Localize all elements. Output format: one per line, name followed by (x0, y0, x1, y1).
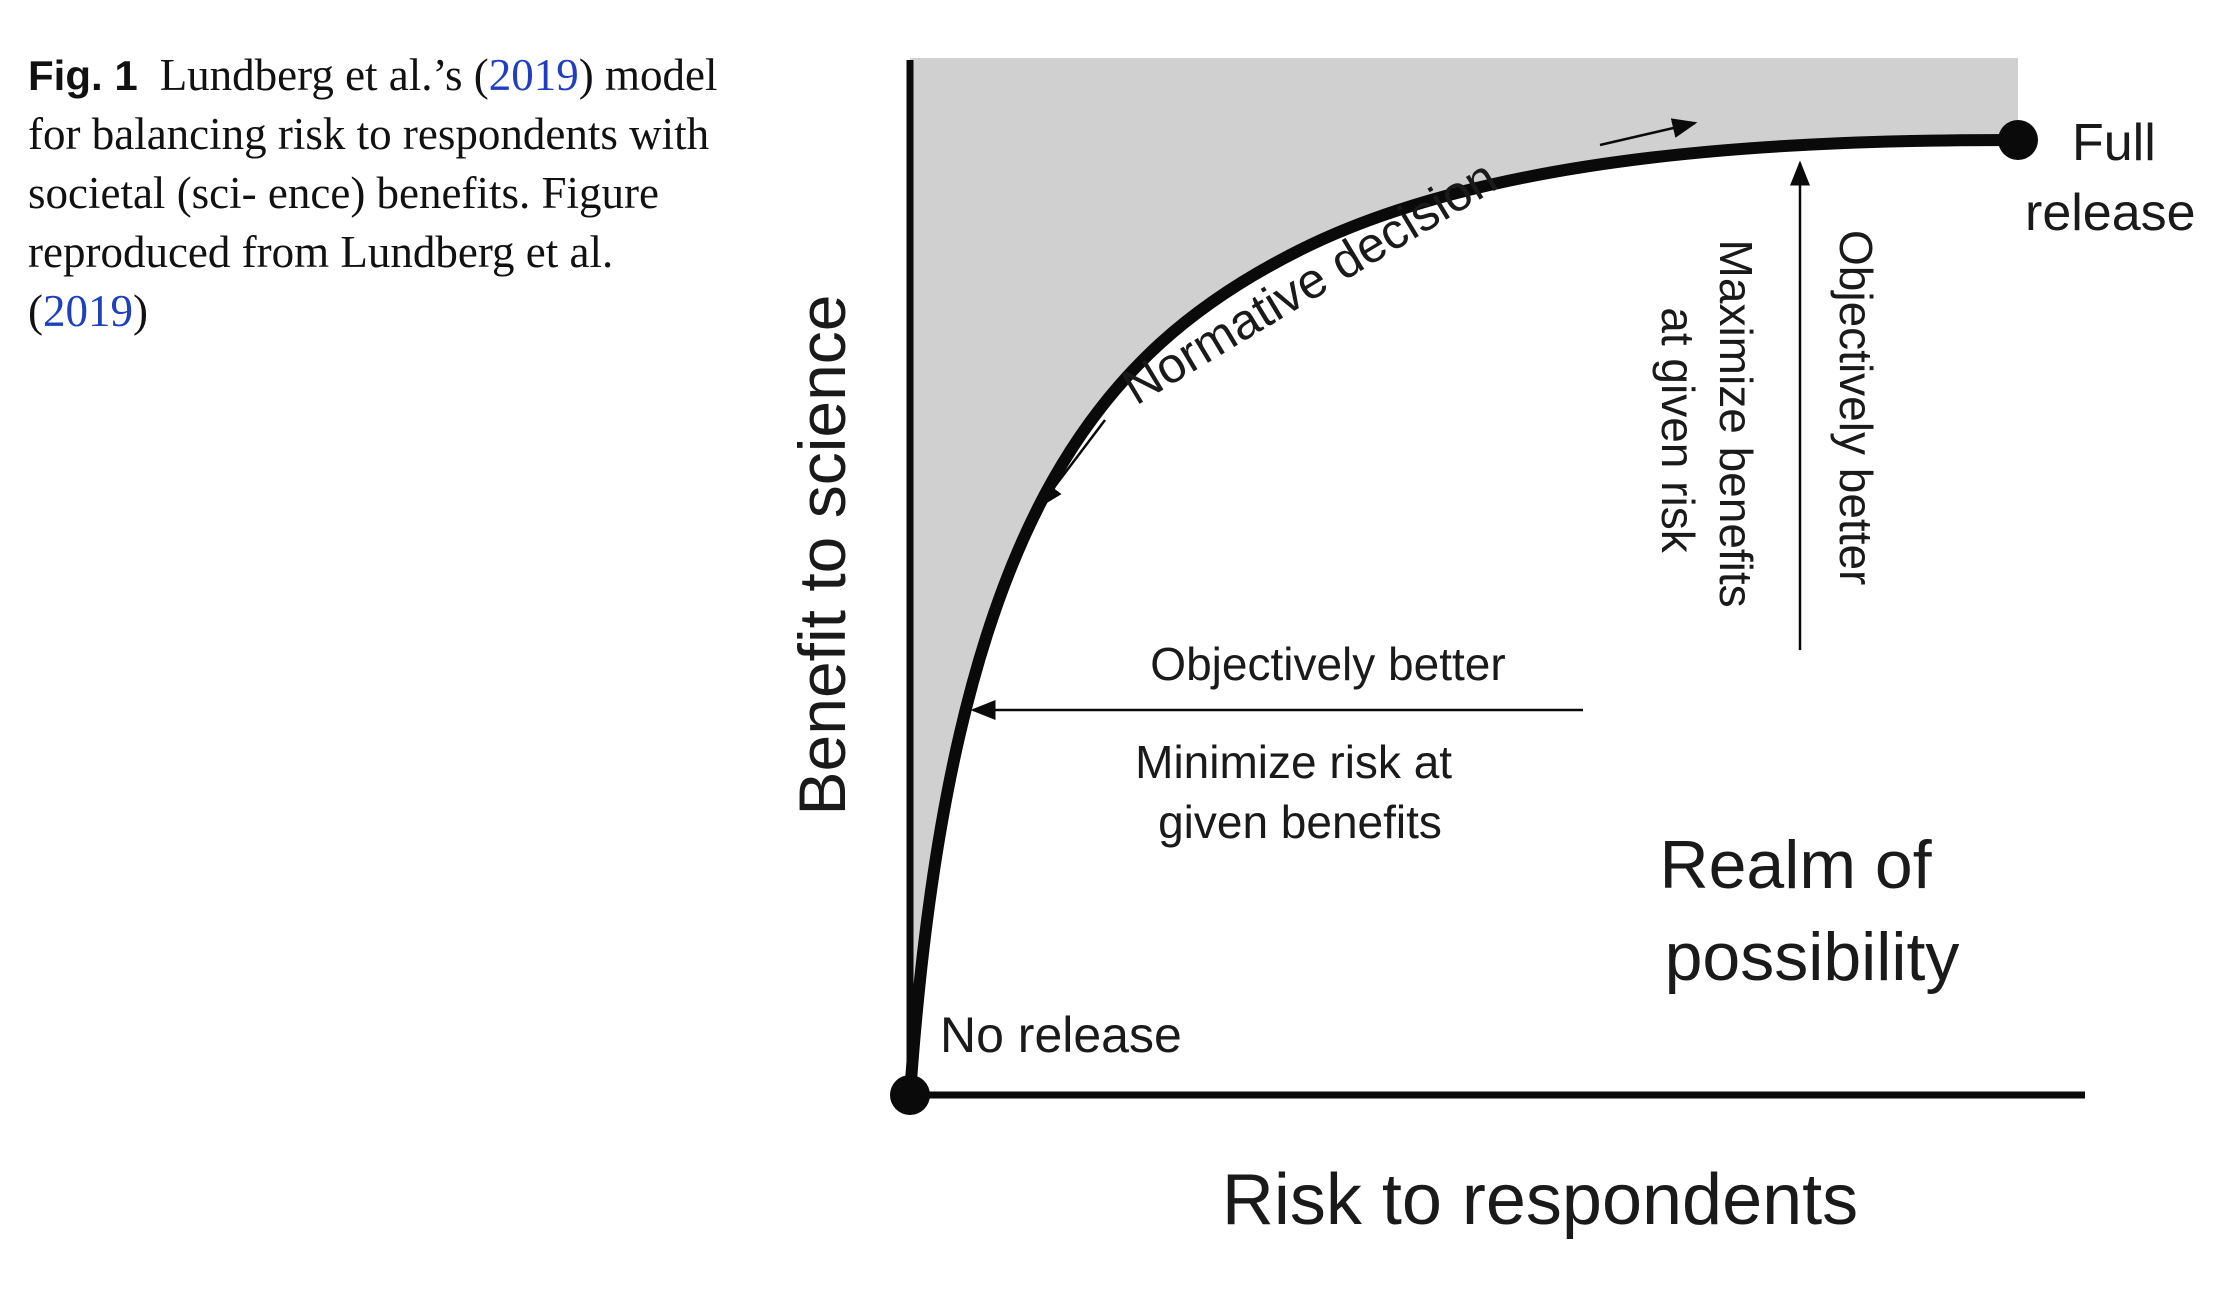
frontier-curve (904, 134, 2024, 1101)
caption-text-end: ) (133, 286, 148, 336)
citation-link-year[interactable]: 2019 (488, 50, 579, 100)
vertical-arrow-left-text: Maximize benefits at given risk (1652, 240, 1762, 621)
figure-caption: Fig. 1 Lundberg et al.’s (2019) model for… (28, 46, 718, 341)
figure-number: Fig. 1 (28, 52, 138, 99)
citation-link-year-end[interactable]: 2019 (43, 286, 133, 336)
arrow-toward-no-release (1038, 419, 1106, 508)
no-release-point (890, 1075, 930, 1115)
no-release-label: No release (940, 1007, 1182, 1063)
horizontal-arrow-bottom-text: Minimize risk at given benefits (1135, 736, 1465, 848)
arrow-toward-full-release (1599, 118, 1698, 147)
x-axis-label: Risk to respondents (1222, 1160, 1858, 1240)
region-label: Realm of possibility (1659, 827, 1959, 995)
caption-text-start: Lundberg et al.’s ( (159, 50, 489, 100)
full-release-point (1998, 120, 2038, 160)
full-release-label: Full release (2025, 114, 2196, 242)
vertical-arrow-right-text: Objectively better (1830, 230, 1882, 585)
caption-text-body: model for balancing risk to respondents … (28, 50, 718, 336)
y-axis-label: Benefit to science (785, 295, 859, 816)
caption-text-paren: ) (578, 50, 594, 100)
horizontal-arrow-top-text: Objectively better (1150, 638, 1505, 690)
